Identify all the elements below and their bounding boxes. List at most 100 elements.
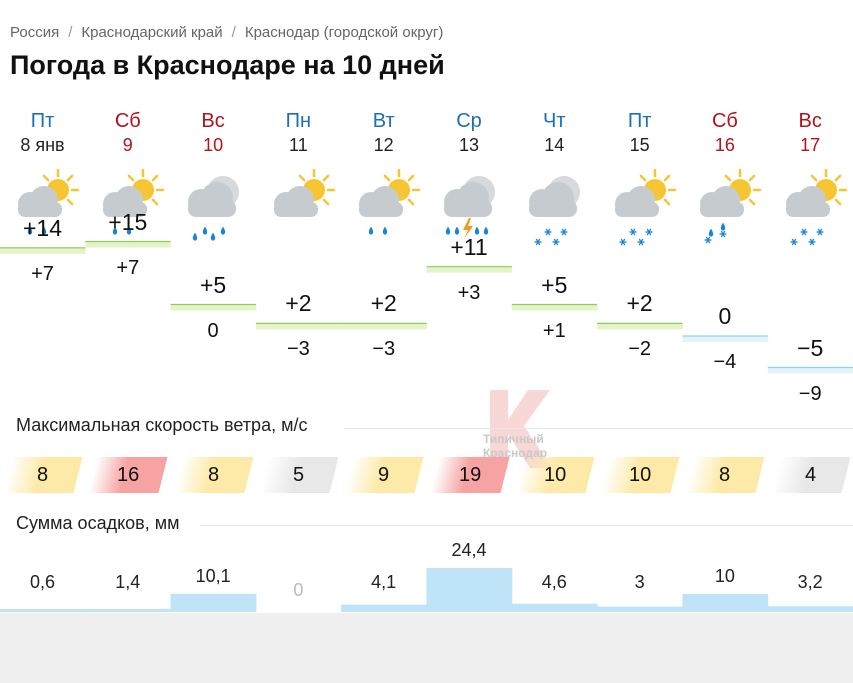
precipitation-bar <box>341 604 427 612</box>
max-temperature: +15 <box>108 208 148 235</box>
temperature-chart <box>0 240 853 374</box>
temperature-band <box>426 266 513 273</box>
min-temperature: −4 <box>713 351 737 373</box>
precipitation-value: 4,1 <box>371 572 397 592</box>
day-column[interactable]: Вс 17 <box>768 110 853 158</box>
day-name: Вс <box>201 110 225 132</box>
precipitation-bar <box>511 603 598 612</box>
day-name: Чт <box>543 110 566 132</box>
max-temperature: +2 <box>370 290 397 317</box>
day-date: 9 <box>122 135 133 155</box>
wind-speed-value: 16 <box>117 464 140 486</box>
partly-cloudy-rain-icon <box>0 168 85 258</box>
precipitation-value: 3 <box>634 572 645 592</box>
temperature-band <box>85 241 172 248</box>
cloudy-rain-icon <box>171 168 256 258</box>
temperature-band <box>170 304 257 311</box>
partly-cloudy-rain-icon <box>341 168 426 258</box>
temperature-band <box>682 336 769 342</box>
precipitation-bar <box>426 568 513 612</box>
partly-cloudy-icon <box>256 168 341 258</box>
day-column[interactable]: Пт 8 янв <box>0 110 85 158</box>
max-temperature: +2 <box>626 290 653 317</box>
precipitation-value: 10,1 <box>195 565 231 586</box>
watermark-text: Типичный Краснодар <box>483 432 548 460</box>
precipitation-value: 4,6 <box>541 572 567 592</box>
max-temperature: 0 <box>718 303 732 329</box>
precipitation-value: 24,4 <box>451 540 487 560</box>
day-name: Вт <box>372 110 395 132</box>
day-column[interactable]: Пн 11 <box>256 110 341 158</box>
precipitation-bar <box>85 609 172 612</box>
min-temperature: −3 <box>286 338 310 361</box>
precipitation-value: 10 <box>714 565 735 586</box>
watermark-logo <box>490 390 552 468</box>
day-column[interactable]: Чт 14 <box>512 110 597 158</box>
cloudy-snow-icon <box>512 168 597 258</box>
day-column[interactable]: Сб 9 <box>85 110 170 158</box>
wind-speed-value: 10 <box>543 464 566 486</box>
breadcrumb-krai[interactable]: Краснодарский край <box>81 24 223 41</box>
min-temperature: +7 <box>31 262 54 285</box>
temperature-band <box>255 323 342 330</box>
precipitation-bar <box>597 606 683 612</box>
day-name: Сб <box>711 110 738 132</box>
day-column[interactable]: Ср 13 <box>427 110 512 158</box>
wind-speed-value: 9 <box>378 464 390 486</box>
precipitation-bar <box>170 593 257 612</box>
day-name: Пн <box>285 110 312 132</box>
max-temperature: −5 <box>797 334 824 361</box>
divider <box>345 428 853 429</box>
max-temperature: +5 <box>541 271 568 298</box>
precipitation-value: 1,4 <box>115 572 141 592</box>
page-title: Погода в Краснодаре на 10 дней <box>10 50 445 80</box>
day-name: Пт <box>30 110 55 132</box>
wind-speed-badge: 4 <box>771 457 851 493</box>
partly-cloudy-rain-icon <box>85 168 170 258</box>
day-column[interactable]: Пт 15 <box>597 110 682 158</box>
day-name: Пт <box>627 110 652 132</box>
precipitation-bar <box>767 606 853 612</box>
day-date: 13 <box>458 135 480 155</box>
wind-section-label: Максимальная скорость ветра, м/с <box>16 415 308 435</box>
breadcrumb-russia[interactable]: Россия <box>10 24 60 41</box>
precip-section-label: Сумма осадков, мм <box>16 513 180 533</box>
min-temperature: −2 <box>628 338 651 361</box>
min-temperature: +3 <box>457 281 481 304</box>
precipitation-value: 0,6 <box>29 572 56 592</box>
day-date: 17 <box>800 135 821 155</box>
wind-speed-badge: 16 <box>88 457 168 493</box>
day-column[interactable]: Сб 16 <box>682 110 767 158</box>
precipitation-bar <box>0 609 86 612</box>
max-temperature: +2 <box>285 290 312 317</box>
partly-cloudy-snow-icon <box>768 168 853 258</box>
day-date: 14 <box>544 135 565 155</box>
min-temperature: +1 <box>542 319 566 342</box>
temperature-band <box>597 323 683 330</box>
day-column[interactable]: Вт 12 <box>341 110 426 158</box>
day-column[interactable]: Вс 10 <box>171 110 256 158</box>
breadcrumb: Россия / Краснодарский край / Краснодар (гор… <box>10 24 443 41</box>
partly-cloudy-snow-icon <box>597 168 682 258</box>
min-temperature: +7 <box>116 256 140 279</box>
divider <box>200 525 853 526</box>
wind-speed-value: 5 <box>293 464 305 486</box>
min-temperature: 0 <box>207 319 219 342</box>
max-temperature: +5 <box>199 271 227 298</box>
wind-speed-value: 8 <box>37 464 49 486</box>
day-date: 8 янв <box>20 135 65 155</box>
temperature-band <box>0 247 86 254</box>
day-date: 15 <box>629 135 650 155</box>
breadcrumb-city[interactable]: Краснодар (городской округ) <box>244 24 444 41</box>
day-date: 10 <box>203 135 224 155</box>
wind-speed-value: 8 <box>208 464 220 486</box>
day-date: 12 <box>373 135 394 155</box>
wind-speed-badge: 10 <box>515 457 595 493</box>
breadcrumb-separator: / <box>231 24 236 41</box>
day-date: 11 <box>289 135 308 155</box>
precipitation-value: 3,2 <box>797 572 823 592</box>
day-name: Вс <box>798 110 822 132</box>
max-temperature: +11 <box>450 233 488 260</box>
precipitation-value: 0 <box>293 580 304 600</box>
min-temperature: −9 <box>798 382 822 405</box>
